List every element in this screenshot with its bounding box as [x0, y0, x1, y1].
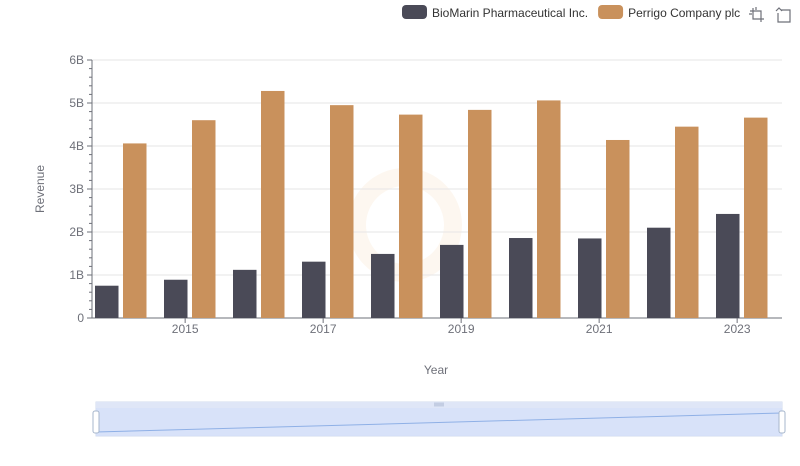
- x-tick-label: 2015: [172, 322, 199, 336]
- toolbox[interactable]: [749, 7, 791, 23]
- bar-biomarin-2021[interactable]: [578, 238, 602, 318]
- bar-perrigo-2014[interactable]: [123, 143, 147, 318]
- legend-item-perrigo[interactable]: Perrigo Company plc: [598, 5, 740, 20]
- y-tick-label: 3B: [69, 182, 84, 196]
- y-tick-label: 0: [77, 311, 84, 325]
- bar-biomarin-2018[interactable]: [371, 253, 395, 318]
- data-zoom-handle-right[interactable]: [778, 410, 786, 434]
- legend-item-biomarin[interactable]: BioMarin Pharmaceutical Inc.: [402, 5, 588, 20]
- y-axis-title: Revenue: [33, 165, 47, 213]
- bar-biomarin-2020[interactable]: [509, 238, 533, 318]
- bar-perrigo-2016[interactable]: [261, 90, 285, 319]
- data-zoom-preview-line: [95, 412, 783, 433]
- x-tick-label: 2023: [724, 322, 751, 336]
- legend-swatch: [598, 5, 624, 19]
- x-tick-label: 2019: [448, 322, 475, 336]
- legend-label: Perrigo Company plc: [628, 6, 740, 20]
- bar-perrigo-2021[interactable]: [606, 139, 630, 318]
- restore-icon[interactable]: [775, 7, 791, 23]
- bar-biomarin-2019[interactable]: [440, 244, 464, 318]
- bar-perrigo-2015[interactable]: [192, 120, 216, 318]
- legend[interactable]: BioMarin Pharmaceutical Inc. Perrigo Comp…: [402, 5, 740, 20]
- x-tick-label: 2017: [310, 322, 337, 336]
- bar-biomarin-2022[interactable]: [647, 227, 671, 318]
- legend-label: BioMarin Pharmaceutical Inc.: [432, 6, 588, 20]
- zoom-select-icon[interactable]: [749, 7, 764, 22]
- legend-swatch: [402, 5, 427, 19]
- bar-perrigo-2023[interactable]: [744, 117, 768, 319]
- data-zoom-move-handle[interactable]: [434, 402, 444, 407]
- bar-biomarin-2016[interactable]: [233, 269, 257, 318]
- bar-biomarin-2015[interactable]: [164, 279, 188, 318]
- bar-perrigo-2018[interactable]: [399, 114, 423, 318]
- bar-perrigo-2019[interactable]: [468, 109, 492, 318]
- x-axis-title: Year: [424, 363, 448, 377]
- bar-biomarin-2023[interactable]: [716, 213, 740, 318]
- y-tick-label: 5B: [69, 96, 84, 110]
- bar-biomarin-2014[interactable]: [95, 285, 119, 318]
- bar-perrigo-2020[interactable]: [537, 100, 561, 318]
- bar-biomarin-2017[interactable]: [302, 261, 326, 318]
- x-tick-label: 2021: [586, 322, 613, 336]
- y-tick-label: 2B: [69, 225, 84, 239]
- data-zoom-slider[interactable]: [92, 401, 786, 437]
- y-tick-label: 4B: [69, 139, 84, 153]
- y-tick-label: 1B: [69, 268, 84, 282]
- y-tick-label: 6B: [69, 53, 84, 67]
- bars: [95, 90, 768, 319]
- bar-perrigo-2022[interactable]: [675, 126, 699, 319]
- bar-perrigo-2017[interactable]: [330, 105, 354, 319]
- data-zoom-handle-left[interactable]: [92, 410, 100, 434]
